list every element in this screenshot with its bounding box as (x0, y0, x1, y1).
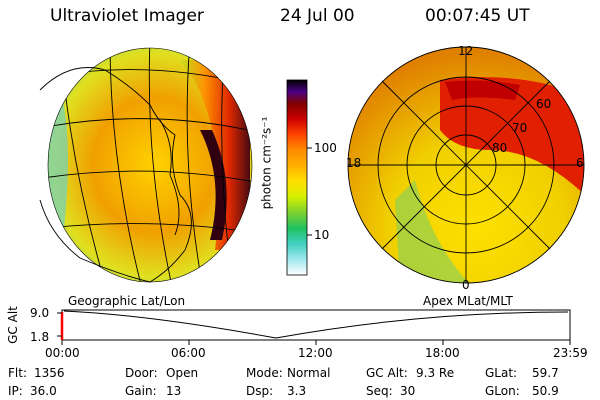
status-seq-label: Seq: (366, 384, 393, 398)
mlt-label-12: 12 (458, 44, 474, 58)
mlt-label-18: 18 (346, 156, 362, 170)
status-seq-value: 30 (400, 384, 416, 398)
status-door-value: Open (166, 366, 199, 380)
status-gain-label: Gain: (125, 384, 157, 398)
status-ip-label: IP: (8, 384, 23, 398)
status-flt-label: Flt: (8, 366, 27, 380)
colorbar-tick-10: 10 (314, 228, 330, 242)
status-glon-label: GLon: (485, 384, 520, 398)
observation-date: 24 Jul 00 (280, 6, 355, 26)
polar-image (347, 46, 585, 284)
altitude-ytick-high: 9.0 (30, 306, 50, 320)
colorbar (286, 79, 308, 276)
geographic-image (39, 47, 253, 283)
status-glon-value: 50.9 (532, 384, 559, 398)
mlt-label-6: 6 (576, 156, 584, 170)
status-gcalt-label: GC Alt: (366, 366, 408, 380)
altitude-xtick-0000: 00:00 (45, 346, 80, 360)
colorbar-unit: photon cm⁻²s⁻¹ (259, 116, 274, 210)
colorbar-tick-100: 100 (314, 141, 337, 155)
altitude-xtick-2359: 23:59 (553, 346, 588, 360)
status-gain-value: 13 (166, 384, 182, 398)
status-ip-value: 36.0 (30, 384, 57, 398)
instrument-title: Ultraviolet Imager (50, 6, 204, 26)
mlat-label-70: 70 (512, 121, 528, 135)
status-door-label: Door: (125, 366, 158, 380)
altitude-ytick-low: 1.8 (30, 330, 50, 344)
altitude-xtick-1200: 12:00 (298, 346, 333, 360)
status-glat-label: GLat: (485, 366, 518, 380)
mlat-label-60: 60 (536, 97, 552, 111)
mlat-label-80: 80 (492, 141, 508, 155)
altitude-plot (57, 309, 571, 345)
status-dsp-value: 3.3 (287, 384, 307, 398)
status-mode-value: Normal (287, 366, 331, 380)
status-glat-value: 59.7 (532, 366, 559, 380)
altitude-xtick-1800: 18:00 (425, 346, 460, 360)
mlt-label-0: 0 (462, 278, 470, 292)
polar-panel-label: Apex MLat/MLT (423, 294, 513, 308)
altitude-xtick-0600: 06:00 (171, 346, 206, 360)
geo-panel-label: Geographic Lat/Lon (68, 294, 186, 308)
status-flt-value: 1356 (34, 366, 65, 380)
observation-time: 00:07:45 UT (425, 6, 530, 26)
altitude-ylabel: GC Alt (5, 306, 20, 344)
status-mode-label: Mode: (246, 366, 283, 380)
status-gcalt-value: 9.3 Re (416, 366, 455, 380)
status-dsp-label: Dsp: (246, 384, 274, 398)
